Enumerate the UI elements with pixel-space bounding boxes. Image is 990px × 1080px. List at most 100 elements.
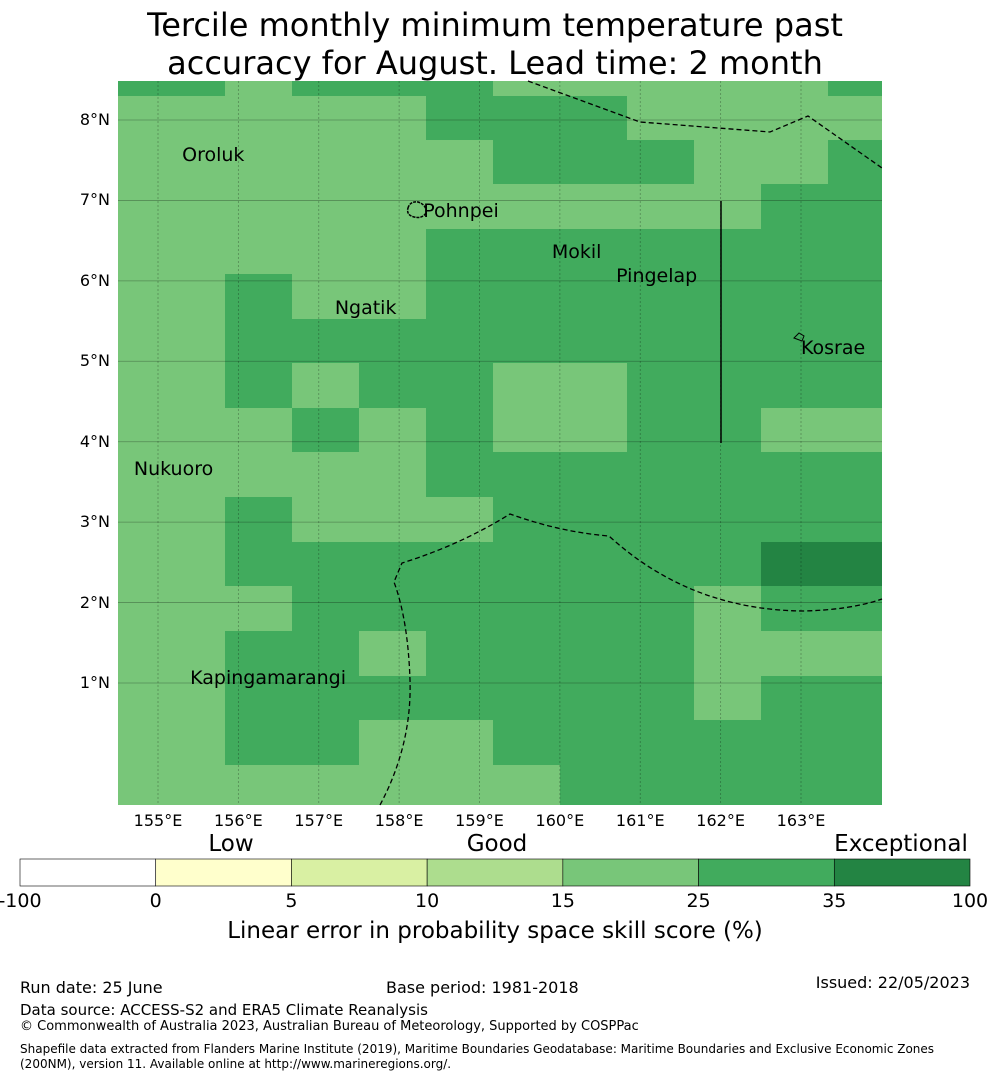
grid-cell: [118, 586, 225, 631]
grid-cell: [627, 497, 694, 542]
colorbar-category-label: Low: [208, 831, 254, 857]
grid-cell: [761, 274, 828, 319]
place-label: Nukuoro: [133, 457, 214, 480]
grid-cell: [694, 408, 761, 452]
colorbar-tick-label: 0: [149, 890, 162, 912]
grid-cell: [225, 631, 292, 676]
grid-cell: [560, 765, 627, 805]
grid-cell: [292, 586, 359, 631]
grid-cell: [560, 319, 627, 363]
grid-cell: [761, 408, 828, 452]
base-period: Base period: 1981-2018: [386, 978, 579, 997]
shapefile-credit-line-2: (200NM), version 11. Available online at…: [20, 1057, 452, 1071]
grid-cell: [292, 184, 359, 229]
grid-cell: [426, 765, 493, 805]
lat-tick-label: 5°N: [79, 351, 110, 371]
colorbar-tick-label: 10: [415, 890, 440, 912]
grid-cell: [359, 497, 426, 542]
colorbar-category-label: Exceptional: [834, 831, 968, 857]
grid-cell: [627, 586, 694, 631]
colorbar-segment: [562, 858, 699, 887]
shapefile-credit-line-1: Shapefile data extracted from Flanders M…: [20, 1042, 935, 1056]
grid-cell: [292, 319, 359, 363]
grid-cell: [225, 720, 292, 765]
grid-cell: [292, 140, 359, 184]
grid-cell: [694, 81, 761, 96]
grid-cell: [426, 81, 493, 96]
grid-cell: [359, 631, 426, 676]
grid-cell: [627, 363, 694, 408]
grid-cell: [118, 96, 225, 140]
grid-cell: [761, 140, 828, 184]
map-title: Tercile monthly minimum temperature past…: [0, 6, 990, 82]
grid-cell: [761, 676, 828, 720]
colorbar-segment: [19, 858, 157, 887]
grid-cell: [118, 184, 225, 229]
grid-cell: [118, 408, 225, 452]
grid-cell: [426, 497, 493, 542]
grid-cell: [828, 631, 882, 676]
grid-cell: [426, 363, 493, 408]
grid-cell: [694, 452, 761, 497]
grid-cell: [828, 229, 882, 274]
grid-cell: [225, 96, 292, 140]
grid-cell: [292, 542, 359, 586]
grid-cell: [627, 140, 694, 184]
grid-cell: [426, 274, 493, 319]
grid-cell: [761, 586, 828, 631]
grid-cell: [359, 184, 426, 229]
grid-cell: [359, 720, 426, 765]
colorbar-tick-label: 15: [550, 890, 575, 912]
grid-cell: [426, 586, 493, 631]
grid-cell: [292, 408, 359, 452]
data-source: Data source: ACCESS-S2 and ERA5 Climate …: [20, 1001, 428, 1019]
lon-tick-label: 163°E: [776, 811, 826, 830]
grid-cell: [359, 676, 426, 720]
lat-tick-label: 1°N: [79, 673, 110, 692]
grid-cell: [292, 363, 359, 408]
grid-cell: [761, 184, 828, 229]
title-line-2: accuracy for August. Lead time: 2 month: [167, 44, 823, 82]
eez-boundary-north: [527, 80, 883, 169]
grid-cell: [627, 319, 694, 363]
grid-cell: [560, 586, 627, 631]
grid-cell: [225, 319, 292, 363]
grid-cell: [828, 408, 882, 452]
grid-cell: [694, 765, 761, 805]
grid-cell: [627, 765, 694, 805]
grid-cell: [694, 274, 761, 319]
lon-tick-label: 160°E: [535, 811, 585, 830]
grid-cell: [828, 676, 882, 720]
colorbar-segment: [291, 858, 428, 887]
grid-cell: [627, 184, 694, 229]
grid-cell: [118, 363, 225, 408]
grid-cell: [761, 363, 828, 408]
grid-cell: [225, 765, 292, 805]
grid-cell: [560, 274, 627, 319]
grid-cell: [627, 631, 694, 676]
grid-cell: [118, 319, 225, 363]
grid-cell: [627, 96, 694, 140]
grid-cell: [292, 81, 359, 96]
grid-cell: [694, 586, 761, 631]
grid-cell: [560, 140, 627, 184]
grid-cell: [493, 96, 560, 140]
lat-tick-label: 2°N: [79, 592, 110, 612]
lon-tick-label: 162°E: [696, 811, 745, 830]
grid-cell: [828, 363, 882, 408]
grid-cell: [560, 184, 627, 229]
colorbar-segment: [155, 858, 292, 887]
grid-cell: [118, 229, 225, 274]
colorbar-category-label: Good: [466, 831, 528, 857]
grid-cell: [493, 319, 560, 363]
grid-cell: [828, 274, 882, 319]
grid-cell: [292, 96, 359, 140]
grid-cell: [560, 676, 627, 720]
grid-cell: [225, 274, 292, 319]
grid-cell: [359, 81, 426, 96]
colorbar-segment: [833, 858, 971, 887]
grid-cell: [493, 452, 560, 497]
lon-tick-label: 157°E: [294, 811, 344, 830]
grid-cell: [292, 676, 359, 720]
grid-cell: [359, 765, 426, 805]
